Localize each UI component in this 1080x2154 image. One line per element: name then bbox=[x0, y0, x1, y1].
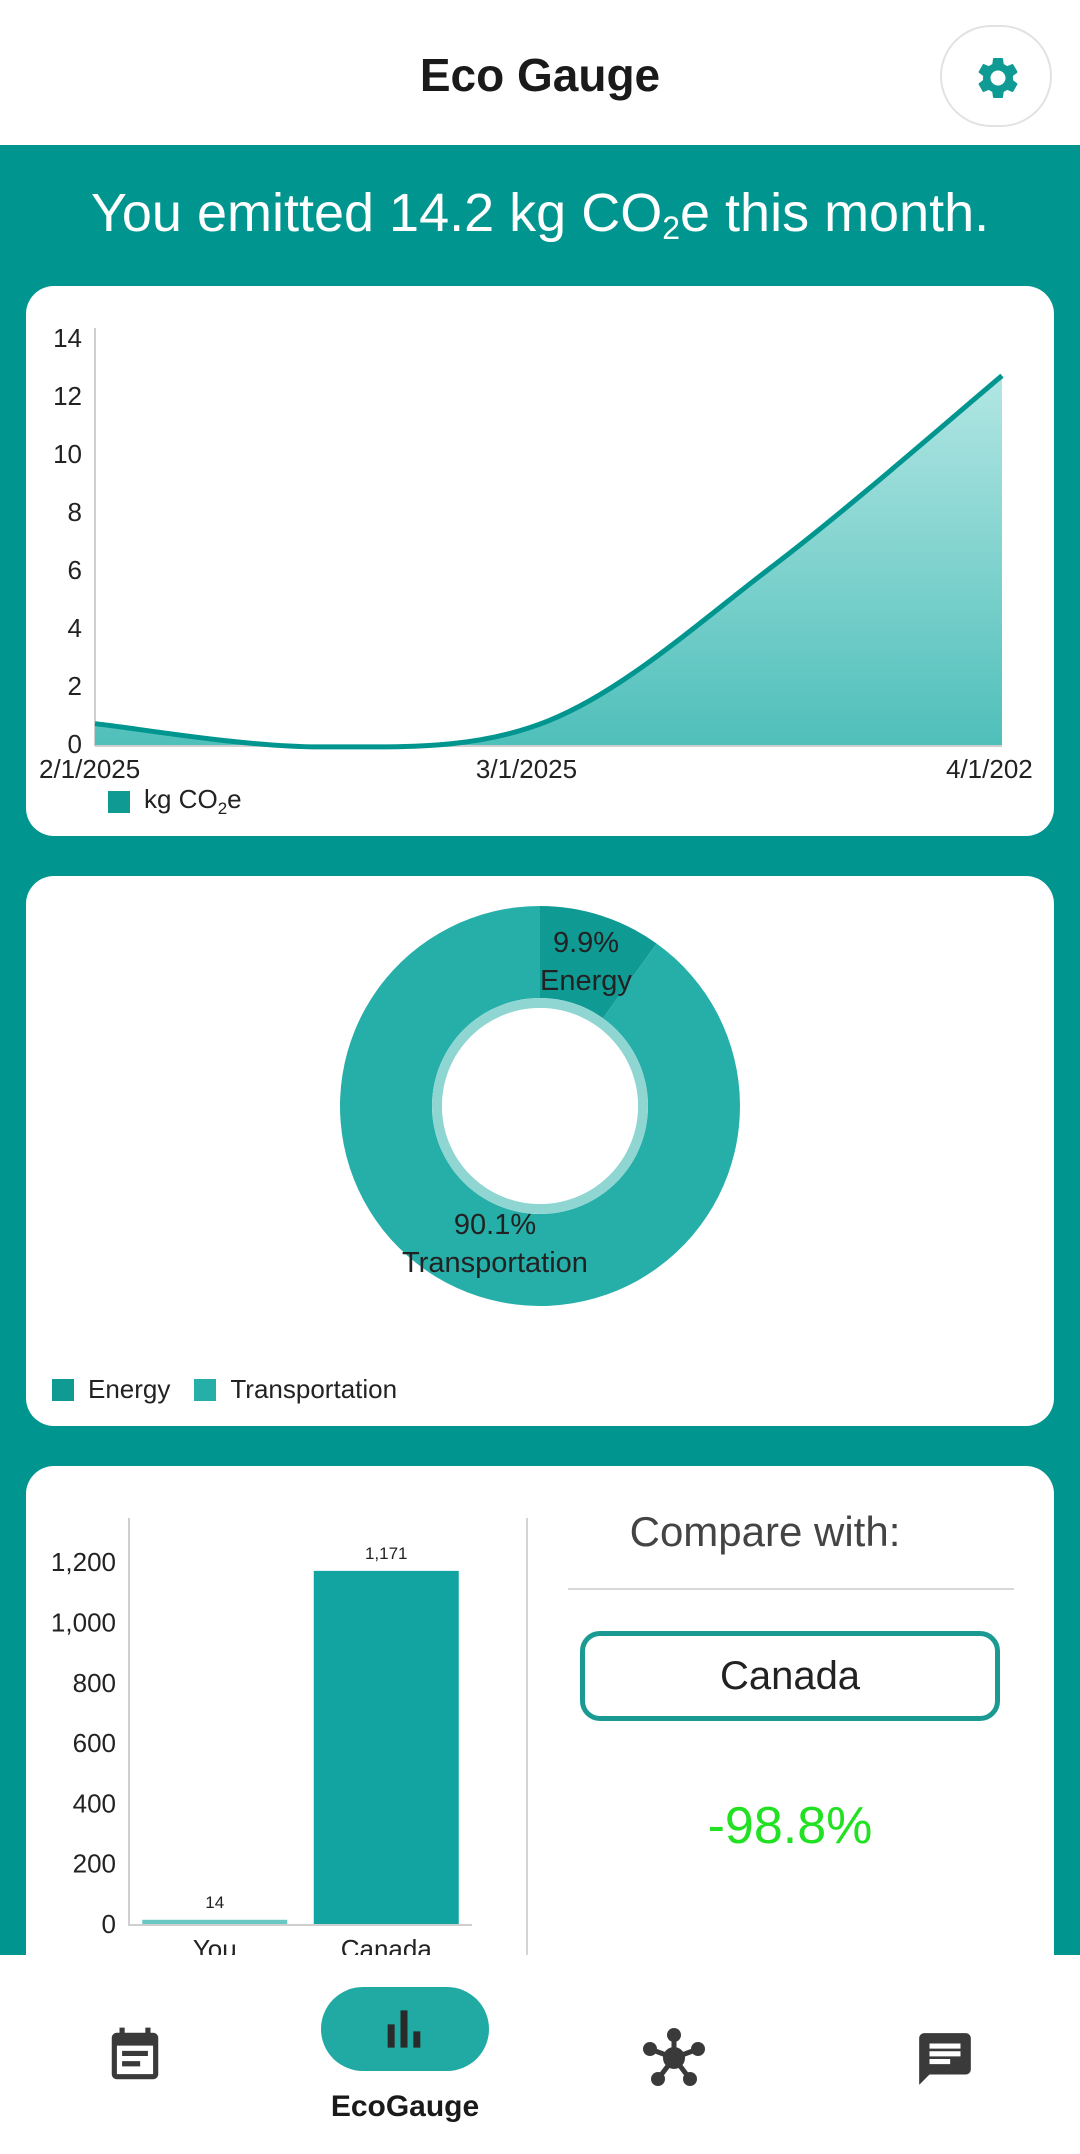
y-tick-label: 6 bbox=[68, 555, 82, 585]
y-tick-label: 1,200 bbox=[51, 1547, 116, 1577]
bar-chart-icon bbox=[376, 2001, 432, 2057]
bar-you bbox=[142, 1920, 287, 1924]
legend-label: kg CO2e bbox=[144, 784, 242, 819]
emission-breakdown-card: 9.9% Energy 90.1% Transportation Energy Tra… bbox=[26, 876, 1054, 1426]
y-tick-label: 10 bbox=[53, 439, 82, 469]
nav-item-calendar[interactable] bbox=[104, 2025, 166, 2092]
bar-value-label: 1,171 bbox=[365, 1544, 408, 1563]
y-tick-label: 800 bbox=[73, 1668, 116, 1698]
energy-percent-label: 9.9% bbox=[553, 927, 619, 959]
legend-swatch-transportation bbox=[194, 1379, 216, 1401]
country-select-button[interactable]: Canada bbox=[580, 1631, 1000, 1721]
y-tick-label: 200 bbox=[73, 1849, 116, 1879]
compare-title: Compare with: bbox=[540, 1508, 990, 1556]
emissions-trend-card: 14 12 10 8 6 4 2 0 2/1/2025 3/1/2025 4/1/202 kg CO… bbox=[26, 286, 1054, 836]
y-tick-label: 600 bbox=[73, 1728, 116, 1758]
y-tick-label: 12 bbox=[53, 381, 82, 411]
legend-swatch bbox=[108, 791, 130, 813]
compare-divider bbox=[568, 1588, 1014, 1590]
gear-icon bbox=[973, 53, 1023, 103]
summary-suffix: e this month. bbox=[680, 183, 989, 243]
y-tick-label: 2 bbox=[68, 671, 82, 701]
nav-item-ecogauge[interactable] bbox=[321, 1987, 489, 2071]
area-chart-legend: kg CO2e bbox=[108, 784, 242, 819]
settings-button[interactable] bbox=[940, 25, 1052, 127]
y-tick-label: 8 bbox=[68, 497, 82, 527]
y-tick-label: 1,000 bbox=[51, 1607, 116, 1637]
y-tick-label: 400 bbox=[73, 1788, 116, 1818]
summary-text: You emitted 14.2 kg CO bbox=[91, 183, 662, 243]
nav-item-network[interactable] bbox=[640, 2027, 708, 2094]
y-tick-label: 14 bbox=[53, 323, 82, 353]
energy-name-label: Energy bbox=[540, 965, 632, 997]
emission-breakdown-donut: 9.9% Energy 90.1% Transportation bbox=[26, 876, 1054, 1426]
legend-swatch-energy bbox=[52, 1379, 74, 1401]
transportation-percent-label: 90.1% bbox=[454, 1209, 536, 1241]
app-title: Eco Gauge bbox=[0, 48, 1080, 102]
summary-subscript: 2 bbox=[662, 210, 680, 246]
legend-label-transportation: Transportation bbox=[230, 1374, 397, 1405]
y-tick-label: 4 bbox=[68, 613, 82, 643]
y-tick-label: 0 bbox=[102, 1909, 116, 1939]
x-tick-label: 3/1/2025 bbox=[476, 754, 577, 784]
monthly-emission-summary: You emitted 14.2 kg CO2e this month. bbox=[0, 182, 1080, 247]
x-tick-label: 4/1/202 bbox=[946, 754, 1033, 784]
nav-item-messages[interactable] bbox=[914, 2028, 976, 2095]
app-header: Eco Gauge bbox=[0, 0, 1080, 145]
network-icon bbox=[640, 2027, 708, 2089]
bar-canada bbox=[314, 1571, 459, 1924]
emission-difference: -98.8% bbox=[540, 1796, 1040, 1856]
donut-legend: Energy Transportation bbox=[52, 1374, 397, 1405]
transportation-name-label: Transportation bbox=[402, 1247, 588, 1279]
chat-icon bbox=[914, 2028, 976, 2090]
nav-label-ecogauge[interactable]: EcoGauge bbox=[300, 2090, 510, 2124]
calendar-icon bbox=[104, 2025, 166, 2087]
donut-hole bbox=[442, 1008, 638, 1204]
legend-label-energy: Energy bbox=[88, 1374, 170, 1405]
x-tick-label: 2/1/2025 bbox=[39, 754, 140, 784]
area-fill bbox=[95, 376, 1002, 747]
bar-value-label: 14 bbox=[205, 1893, 224, 1912]
